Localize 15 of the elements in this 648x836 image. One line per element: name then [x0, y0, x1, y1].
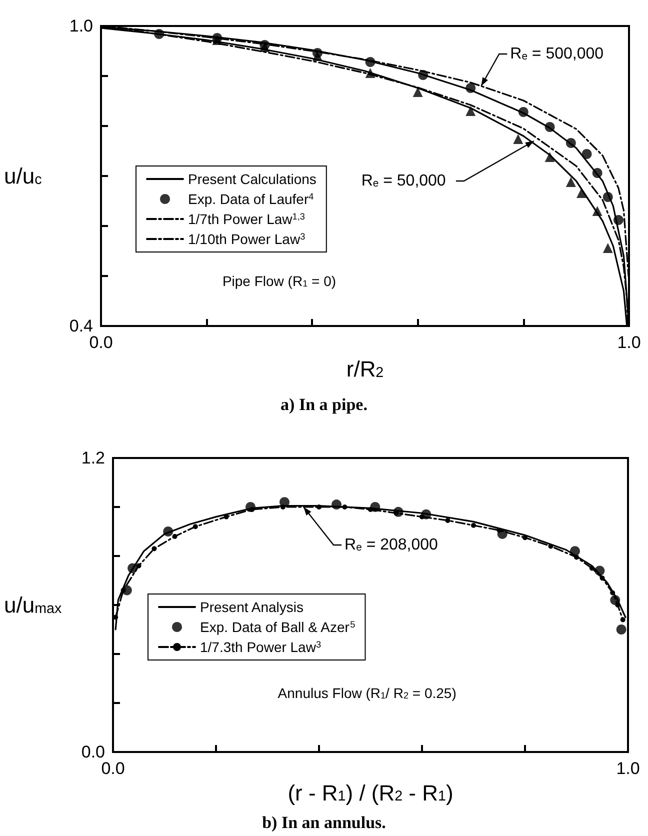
annotation: Re = 50,000	[361, 172, 446, 190]
y-tick-label: 1.2	[81, 448, 105, 468]
annotation: Re = 208,000	[344, 536, 438, 554]
text: b) In an annulus.	[262, 813, 386, 832]
x-axis-title: r/R2	[346, 356, 384, 382]
annotation: Pipe Flow (R1 = 0)	[222, 273, 336, 289]
y-axis-title: u/umax	[4, 592, 62, 618]
legend-label: Present Calculations	[188, 171, 316, 187]
annotation: Re = 500,000	[510, 46, 604, 62]
legend-label: Present Analysis	[200, 599, 304, 615]
text: a) In a pipe.	[280, 395, 368, 414]
x-axis-title: (r - R1) / (R2 - R1)	[288, 780, 454, 806]
annotation: Annulus Flow (R1/ R2 = 0.25)	[278, 685, 456, 702]
y-axis-title: u/uc	[4, 164, 42, 188]
y-tick-label: 0.4	[69, 316, 93, 336]
